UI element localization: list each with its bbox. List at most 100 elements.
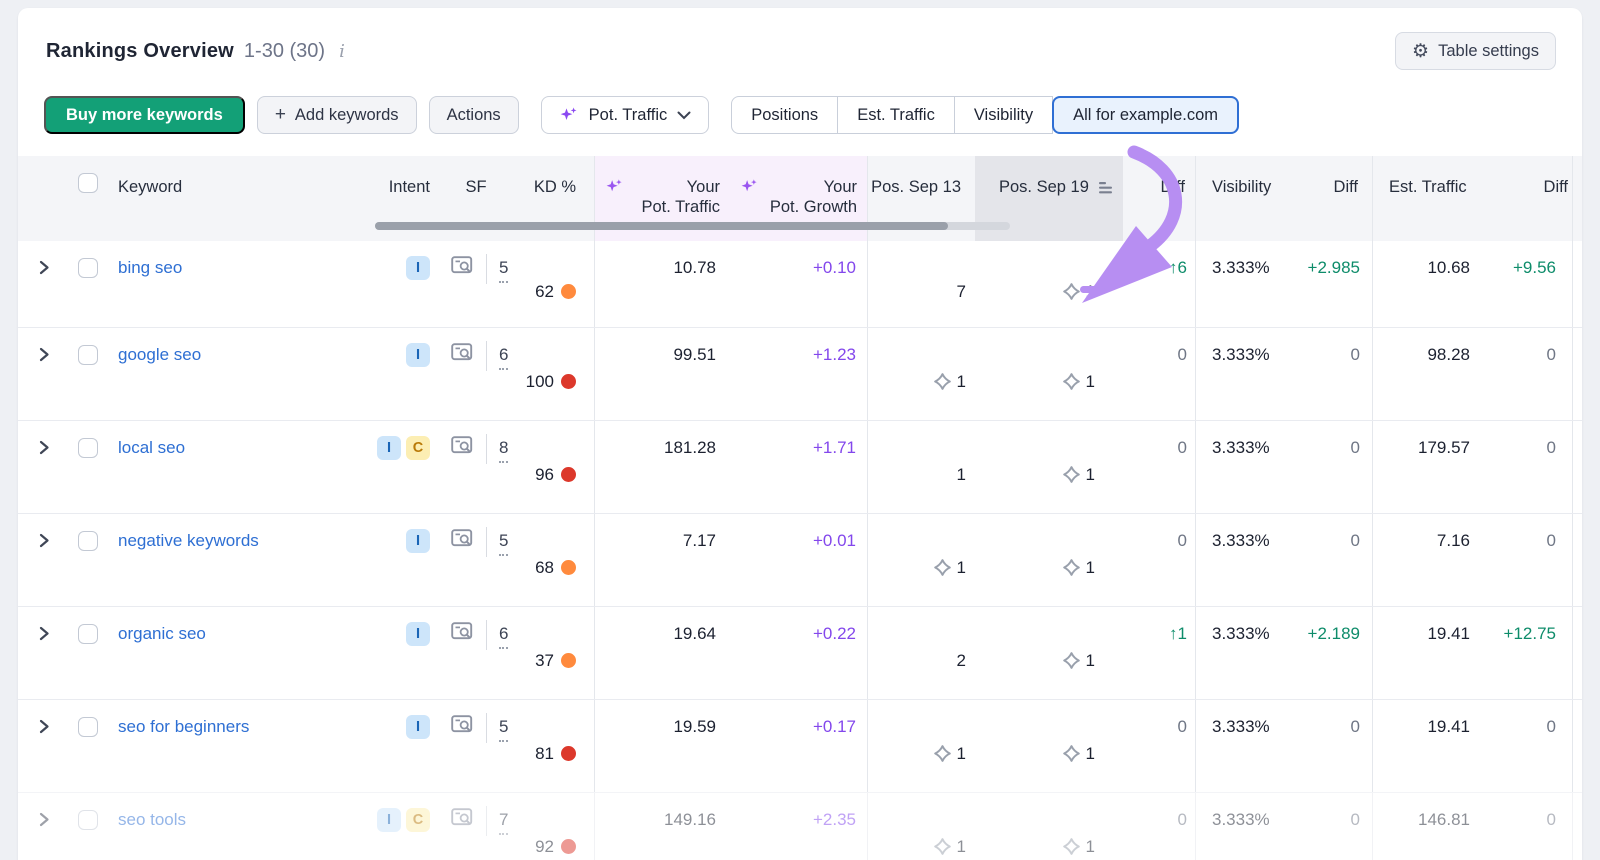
pos-sep19-cell: 1 — [975, 607, 1123, 699]
intent-badge-I[interactable]: I — [406, 343, 430, 367]
keyword-link[interactable]: google seo — [118, 345, 202, 364]
view-tab-est-traffic[interactable]: Est. Traffic — [838, 96, 955, 134]
row-checkbox[interactable] — [78, 810, 98, 830]
col-keyword-header[interactable]: Keyword — [118, 178, 183, 196]
visibility-diff-cell: 0 — [1350, 717, 1360, 736]
horizontal-scrollbar[interactable] — [375, 222, 1010, 230]
col-sf-header[interactable]: SF — [465, 178, 487, 196]
keyword-cell: organic seo — [102, 607, 308, 699]
divider — [486, 341, 487, 371]
row-checkbox[interactable] — [78, 345, 98, 365]
serp-preview-icon[interactable] — [451, 715, 475, 735]
sf-count[interactable]: 5 — [499, 715, 509, 742]
col-intent-header[interactable]: Intent — [388, 178, 430, 196]
col-diff1-header[interactable]: Diff — [1160, 178, 1185, 196]
keyword-link[interactable]: bing seo — [118, 258, 183, 277]
row-checkbox[interactable] — [78, 258, 98, 278]
intent-badge-I[interactable]: I — [406, 529, 430, 553]
row-checkbox[interactable] — [78, 624, 98, 644]
select-all-cell — [56, 156, 102, 241]
pot-growth-cell: +0.10 — [812, 258, 856, 277]
serp-preview-icon[interactable] — [451, 622, 475, 642]
keyword-link[interactable]: negative keywords — [118, 531, 259, 550]
sf-count[interactable]: 5 — [499, 256, 509, 283]
add-keywords-button[interactable]: + Add keywords — [256, 96, 417, 134]
title-bar: Rankings Overview 1-30 (30) i ⚙ Table se… — [18, 8, 1582, 70]
ai-sparkles-icon — [560, 107, 577, 120]
keyword-link[interactable]: seo tools — [118, 810, 187, 829]
row-checkbox[interactable] — [78, 438, 98, 458]
chevron-down-icon — [677, 111, 691, 119]
col-visibility-header[interactable]: Visibility — [1195, 156, 1287, 241]
row-checkbox[interactable] — [78, 717, 98, 737]
sf-count[interactable]: 7 — [499, 808, 509, 835]
scrollbar-thumb[interactable] — [375, 222, 948, 230]
pot-growth-cell: +0.17 — [812, 717, 856, 736]
expand-row-button[interactable] — [18, 793, 56, 860]
position-diff-cell: ↑1 — [1169, 624, 1187, 643]
visibility-diff-cell: 0 — [1350, 810, 1360, 829]
table-settings-label: Table settings — [1438, 41, 1539, 60]
view-tab-positions[interactable]: Positions — [731, 96, 839, 134]
pos-sep13-cell: 7 — [867, 241, 975, 327]
expand-row-button[interactable] — [18, 241, 56, 327]
select-all-checkbox[interactable] — [78, 173, 98, 193]
serp-preview-icon[interactable] — [451, 808, 475, 828]
ai-sparkles-icon — [606, 179, 622, 192]
table-row: local seo I C 8 96 181.28 +1.71 1 1 0 3.333% 0 179.5… — [18, 420, 1582, 513]
expand-chevron-icon — [39, 812, 49, 827]
row-checkbox[interactable] — [78, 531, 98, 551]
intent-badge-I[interactable]: I — [406, 622, 430, 646]
expand-row-button[interactable] — [18, 328, 56, 420]
col-diff3-header[interactable]: Diff — [1543, 178, 1568, 196]
keyword-link[interactable]: seo for beginners — [118, 717, 250, 736]
col-diff2-header[interactable]: Diff — [1333, 178, 1358, 196]
sf-count[interactable]: 5 — [499, 529, 509, 556]
expand-row-button[interactable] — [18, 700, 56, 792]
kd-cell: 81 — [516, 700, 594, 792]
serp-preview-icon[interactable] — [451, 529, 475, 549]
row-stub — [1572, 328, 1582, 420]
table-row: organic seo I 6 37 19.64 +0.22 2 1 ↑1 3.333% +2.18… — [18, 606, 1582, 699]
col-est-traffic-header[interactable]: Est. Traffic — [1372, 156, 1480, 241]
sf-count[interactable]: 8 — [499, 436, 509, 463]
serp-preview-icon[interactable] — [451, 436, 475, 456]
intent-badge-C[interactable]: C — [406, 436, 430, 460]
intent-badge-C[interactable]: C — [406, 808, 430, 832]
table-settings-button[interactable]: ⚙ Table settings — [1395, 32, 1556, 70]
serp-preview-icon[interactable] — [451, 256, 475, 276]
info-icon[interactable]: i — [339, 40, 345, 62]
page-title: Rankings Overview — [46, 39, 234, 62]
expand-row-button[interactable] — [18, 421, 56, 513]
intent-badge-I[interactable]: I — [377, 808, 401, 832]
metric-dropdown[interactable]: Pot. Traffic — [540, 96, 710, 134]
table-row: google seo I 6 100 99.51 +1.23 1 1 0 3.333% 0 98.28… — [18, 327, 1582, 420]
col-pos-sep13-header[interactable]: Pos. Sep 13 — [867, 156, 975, 241]
view-tab-all-for-example-com[interactable]: All for example.com — [1052, 96, 1240, 134]
table-row: seo for beginners I 5 81 19.59 +0.17 1 1 0 3.333%… — [18, 699, 1582, 792]
sf-count[interactable]: 6 — [499, 622, 509, 649]
expand-chevron-icon — [39, 347, 49, 362]
expand-row-button[interactable] — [18, 514, 56, 606]
position-diff-cell: 0 — [1177, 438, 1187, 457]
intent-cell: I — [308, 241, 436, 327]
keyword-link[interactable]: organic seo — [118, 624, 206, 643]
intent-badge-I[interactable]: I — [406, 256, 430, 280]
intent-badge-I[interactable]: I — [406, 715, 430, 739]
actions-button[interactable]: Actions — [428, 96, 519, 134]
sf-count[interactable]: 6 — [499, 343, 509, 370]
intent-badge-I[interactable]: I — [377, 436, 401, 460]
expand-chevron-icon — [39, 626, 49, 641]
kd-cell: 37 — [516, 607, 594, 699]
pos-sep13-cell: 1 — [867, 421, 975, 513]
buy-more-keywords-button[interactable]: Buy more keywords — [44, 96, 245, 134]
serp-preview-icon[interactable] — [451, 343, 475, 363]
expand-row-button[interactable] — [18, 607, 56, 699]
serp-feature-icon — [933, 373, 951, 390]
col-kd-header[interactable]: KD % — [533, 178, 577, 196]
divider — [486, 527, 487, 557]
keyword-link[interactable]: local seo — [118, 438, 186, 457]
gear-icon: ⚙ — [1412, 40, 1430, 62]
visibility-cell: 3.333% — [1195, 607, 1287, 699]
view-tab-visibility[interactable]: Visibility — [954, 96, 1054, 134]
